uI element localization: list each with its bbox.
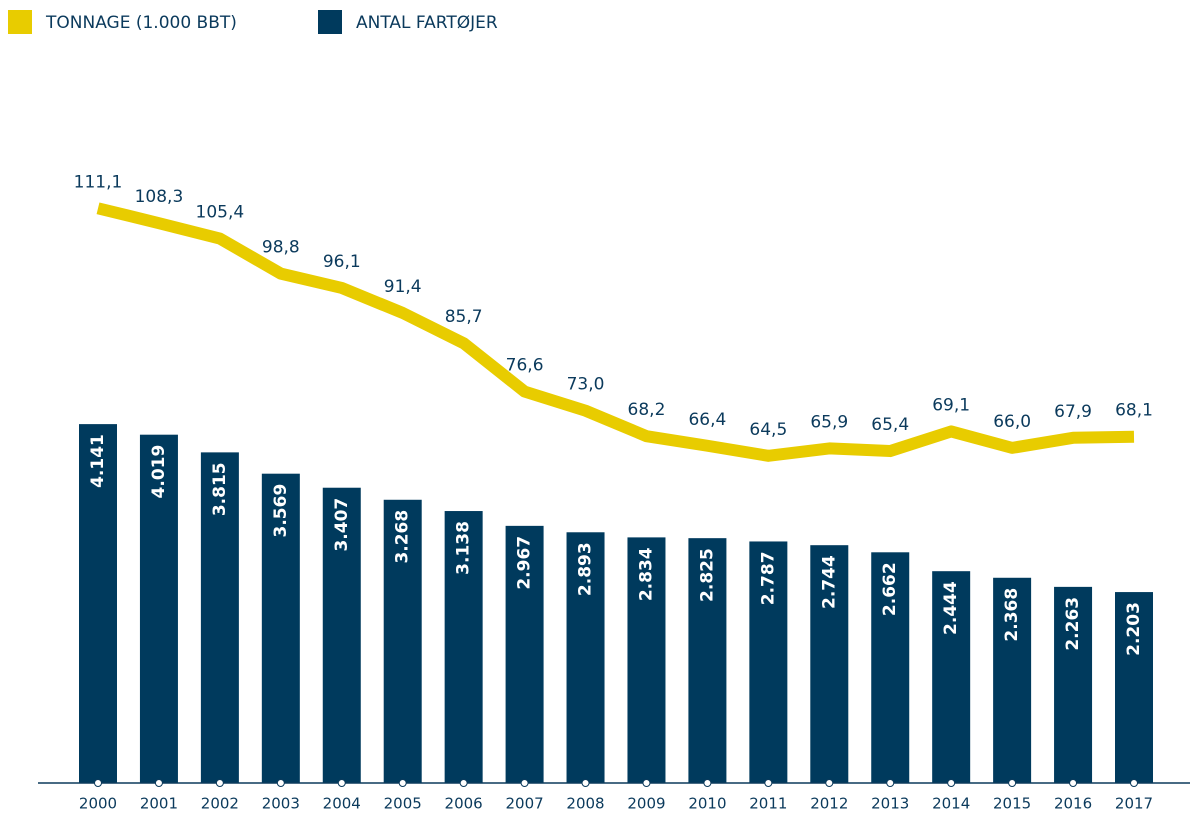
bar-value-label: 4.141 (88, 434, 108, 488)
line-value-label: 67,9 (1054, 402, 1092, 422)
line-value-label: 91,4 (384, 277, 422, 297)
x-tick-dot (1069, 779, 1078, 787)
bar-value-label: 3.407 (332, 498, 352, 552)
legend-label: TONNAGE (1.000 BBT) (45, 13, 237, 33)
x-tick-label: 2016 (1054, 795, 1092, 813)
x-tick-label: 2001 (140, 795, 178, 813)
legend-label: ANTAL FARTØJER (356, 13, 498, 33)
x-tick-label: 2002 (201, 795, 239, 813)
x-tick-dot (154, 779, 163, 787)
bar (810, 545, 849, 783)
bar-value-label: 2.893 (576, 542, 596, 596)
line-value-label: 108,3 (135, 187, 184, 207)
line (96, 202, 1135, 462)
bar (444, 511, 483, 783)
line-value-label: 96,1 (323, 252, 361, 272)
line-value-label: 68,1 (1115, 401, 1153, 421)
bar-value-label: 2.834 (636, 547, 656, 601)
x-tick-label: 2015 (993, 795, 1031, 813)
bar-value-label: 3.569 (271, 484, 291, 538)
line-value-label: 105,4 (196, 203, 245, 223)
x-tick-dot (825, 779, 834, 787)
legend-swatch (318, 10, 342, 34)
bar (871, 552, 910, 783)
x-tick-dot (703, 779, 712, 787)
x-tick-label: 2003 (262, 795, 300, 813)
x-tick-label: 2013 (871, 795, 909, 813)
bar-value-label: 2.744 (819, 555, 839, 609)
bar (1115, 592, 1153, 783)
bar-value-label: 2.263 (1063, 597, 1083, 651)
x-tick-dot (1130, 779, 1138, 787)
x-tick-dot (337, 779, 346, 787)
bar (566, 532, 605, 783)
x-tick-label: 2012 (810, 795, 848, 813)
x-tick-label: 2008 (566, 795, 604, 813)
legend-swatch (8, 10, 32, 34)
line-value-label: 76,6 (506, 356, 544, 376)
bar (688, 538, 727, 783)
bar-value-label: 2.203 (1124, 602, 1144, 656)
x-tick-dot (215, 779, 224, 787)
x-tick-dot (642, 779, 651, 787)
bar-value-label: 2.662 (880, 562, 900, 616)
line-value-label: 66,4 (688, 410, 726, 430)
bar (383, 499, 422, 783)
bar (261, 473, 300, 783)
bar-value-label: 3.138 (454, 521, 474, 575)
bar (749, 541, 788, 783)
x-tick-label: 2007 (505, 795, 543, 813)
x-tick-label: 2000 (79, 795, 117, 813)
bar (200, 452, 239, 783)
bar-value-label: 2.825 (697, 548, 717, 602)
line-value-label: 66,0 (993, 412, 1031, 432)
x-tick-dot (1008, 779, 1017, 787)
line-value-label: 73,0 (567, 375, 605, 395)
x-tick-dot (398, 779, 407, 787)
x-tick-label: 2017 (1115, 795, 1153, 813)
bar (993, 577, 1032, 783)
x-tick-label: 2014 (932, 795, 970, 813)
bar (505, 525, 544, 783)
line-value-label: 98,8 (262, 238, 300, 258)
bar-value-label: 2.444 (941, 581, 961, 635)
x-tick-label: 2011 (749, 795, 787, 813)
bar (139, 434, 178, 783)
bar (1054, 586, 1093, 783)
bar (932, 571, 971, 783)
bar (322, 487, 361, 783)
x-tick-dot (886, 779, 895, 787)
x-tick-dot (459, 779, 468, 787)
bar-value-label: 2.368 (1002, 588, 1022, 642)
bar-value-label: 4.019 (149, 445, 169, 499)
x-tick-label: 2009 (627, 795, 665, 813)
x-tick-label: 2004 (323, 795, 361, 813)
x-tick-dot (520, 779, 529, 787)
x-tick-dot (764, 779, 773, 787)
x-tick-dot (94, 779, 102, 787)
x-tick-label: 2006 (445, 795, 483, 813)
line-value-label: 65,9 (810, 412, 848, 432)
x-tick-dot (581, 779, 590, 787)
x-tick-label: 2010 (688, 795, 726, 813)
x-tick-label: 2005 (384, 795, 422, 813)
bar-value-label: 3.268 (393, 510, 413, 564)
line-value-label: 69,1 (932, 395, 970, 415)
bar (627, 537, 666, 783)
x-tick-dot (276, 779, 285, 787)
bar-value-label: 2.787 (758, 551, 778, 605)
line-value-label: 64,5 (749, 420, 787, 440)
line-value-label: 111,1 (74, 172, 123, 192)
bar-value-label: 3.815 (210, 462, 230, 516)
bar (79, 424, 117, 783)
x-tick-dot (947, 779, 956, 787)
line-value-label: 65,4 (871, 415, 909, 435)
line-value-label: 68,2 (628, 400, 666, 420)
bar-value-label: 2.967 (515, 536, 535, 590)
line-value-label: 85,7 (445, 307, 483, 327)
